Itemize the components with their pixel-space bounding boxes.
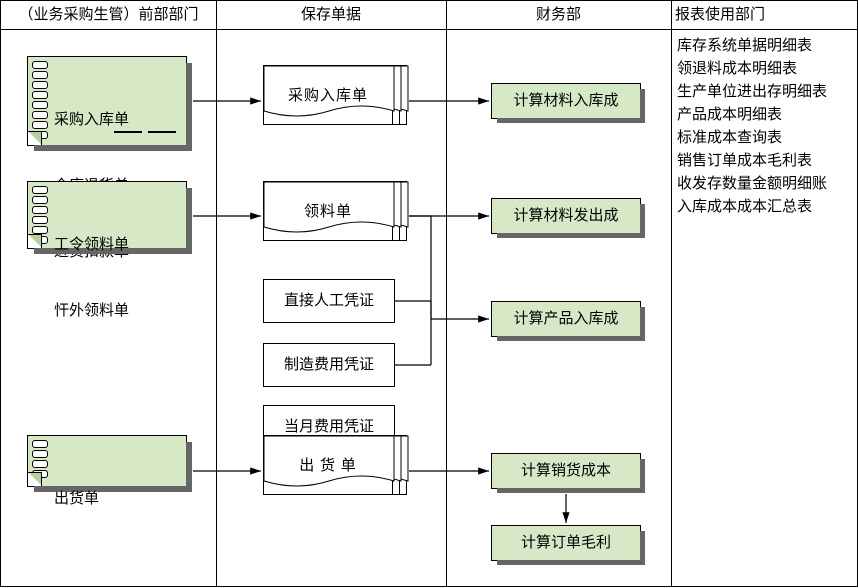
report-item: 收发存数量金额明细账 — [677, 173, 827, 196]
report-item: 库存系统单据明细表 — [677, 35, 827, 58]
header-col4: 报表使用部门 — [671, 1, 857, 29]
note-purchase: 采购入库单 仓库退货单 进货扣款单 — [27, 56, 187, 146]
doc-labor: 直接人工凭证 — [263, 279, 395, 323]
note-text: 工令领料单 — [54, 234, 178, 256]
doc-label: 采购入库单 — [264, 84, 392, 105]
proc-order-profit: 计算订单毛利 — [491, 525, 641, 561]
proc-material-out: 计算材料发出成 — [491, 198, 641, 234]
proc-product-in: 计算产品入库成 — [491, 301, 641, 337]
report-list: 库存系统单据明细表 领退料成本明细表 生产单位进出存明细表 产品成本明细表 标准… — [677, 35, 827, 219]
report-item: 产品成本明细表 — [677, 104, 827, 127]
spiral-icon — [32, 440, 48, 472]
doc-label: 出 货 单 — [264, 454, 392, 475]
col-divider — [446, 1, 447, 586]
proc-sales-cost: 计算销货成本 — [491, 453, 641, 489]
proc-material-in: 计算材料入库成 — [491, 83, 641, 119]
header-col1: （业务采购生管）前部部门 — [1, 1, 216, 29]
doc-label: 领料单 — [264, 200, 392, 221]
header-col3: 财务部 — [446, 1, 671, 29]
doc-stack-material: 领料单 — [263, 181, 413, 259]
report-item: 领退料成本明细表 — [677, 58, 827, 81]
proc-label: 计算销货成本 — [521, 463, 611, 479]
doc-stack-shipment: 出 货 单 — [263, 435, 413, 513]
note-text: 出货单 — [54, 488, 178, 510]
report-item: 标准成本查询表 — [677, 127, 827, 150]
col-divider — [671, 1, 672, 586]
proc-label: 计算材料发出成 — [513, 208, 618, 224]
doc-stack-purchase: 采购入库单 — [263, 65, 413, 143]
header-col2: 保存单据 — [216, 1, 446, 29]
spiral-icon — [32, 61, 48, 131]
note-shipment: 出货单 — [27, 435, 187, 487]
report-item: 生产单位进出存明细表 — [677, 81, 827, 104]
proc-label: 计算材料入库成 — [513, 93, 618, 109]
col-divider — [216, 1, 217, 586]
swimlane-diagram: （业务采购生管）前部部门 保存单据 财务部 报表使用部门 采购入库单 仓库退货单… — [0, 0, 858, 587]
proc-label: 计算订单毛利 — [521, 535, 611, 551]
report-item: 入库成本成本汇总表 — [677, 196, 827, 219]
note-material: 工令领料单 忓外领料单 — [27, 181, 187, 249]
spiral-icon — [32, 186, 48, 234]
doc-mfg-cost: 制造费用凭证 — [263, 343, 395, 387]
proc-label: 计算产品入库成 — [513, 311, 618, 327]
header-divider — [1, 29, 857, 30]
report-item: 销售订单成本毛利表 — [677, 150, 827, 173]
note-text: 采购入库单 — [54, 109, 178, 131]
note-text: 忓外领料单 — [54, 300, 178, 322]
